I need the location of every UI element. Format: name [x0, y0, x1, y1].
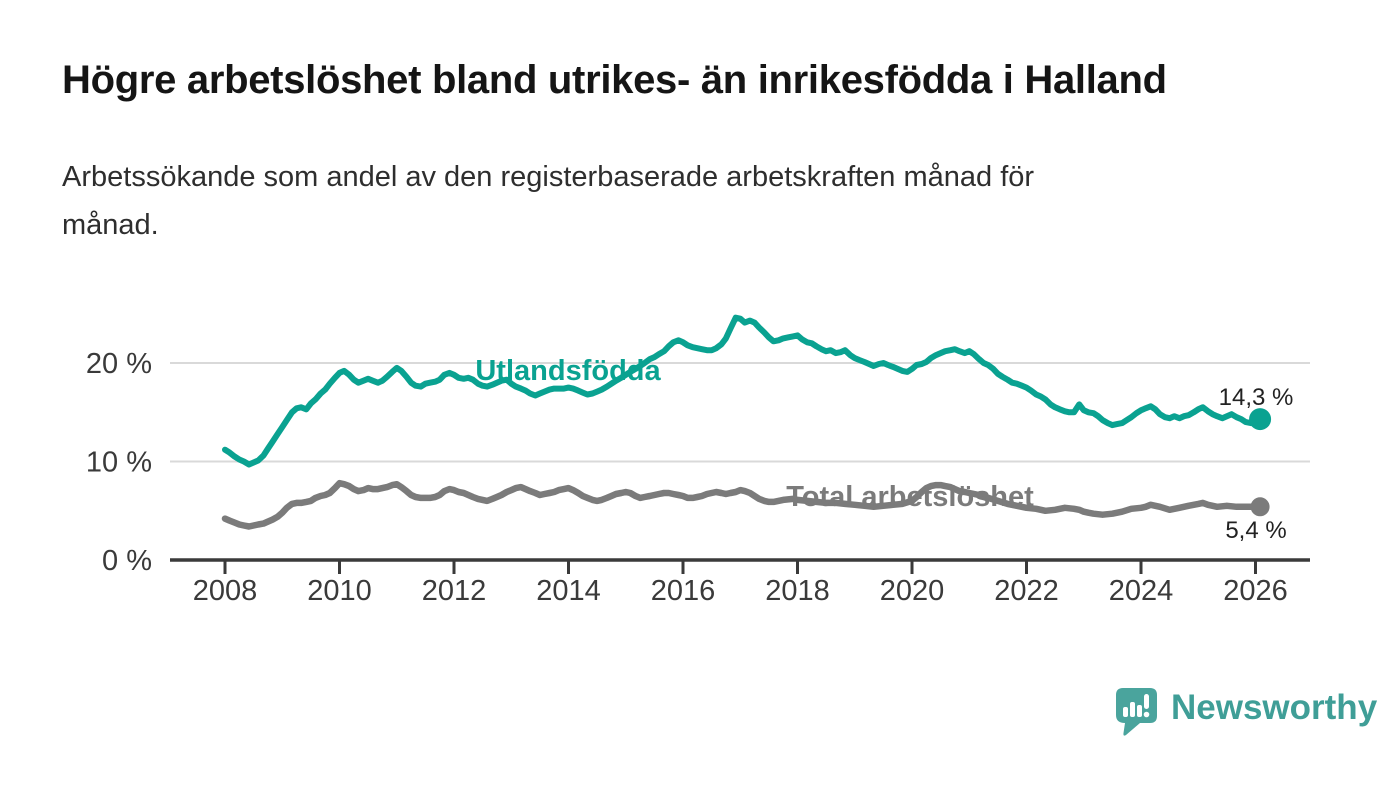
series-label-total: Total arbetslöshet: [786, 481, 1034, 513]
x-tick-label: 2014: [536, 575, 601, 607]
newsworthy-logo: Newsworthy: [1116, 688, 1377, 740]
series-end-dot-utlandsfodda: [1249, 408, 1272, 431]
x-tick-label: 2008: [193, 575, 258, 607]
series-end-value-utlandsfodda: 14,3 %: [1219, 384, 1294, 411]
y-tick-label: 10 %: [86, 447, 152, 479]
series-line-total: [221, 479, 1264, 530]
y-tick-label: 0 %: [102, 545, 152, 577]
x-tick-label: 2016: [651, 575, 716, 607]
newsworthy-logo-text: Newsworthy: [1171, 688, 1378, 727]
x-tick-label: 2018: [765, 575, 830, 607]
x-tick-label: 2026: [1223, 575, 1288, 607]
chart-subtitle: Arbetssökande som andel av den registerb…: [62, 153, 1034, 249]
series-label-utlandsfodda: Utlandsfödda: [475, 355, 661, 387]
x-tick-label: 2020: [880, 575, 945, 607]
y-tick-label: 20 %: [86, 348, 152, 380]
series-end-value-total: 5,4 %: [1225, 517, 1286, 544]
chart-subtitle-line-2: månad.: [62, 209, 159, 241]
chart-title: Högre arbetslöshet bland utrikes- än inr…: [62, 58, 1167, 102]
x-tick-label: 2024: [1109, 575, 1174, 607]
series-line-utlandsfodda: [222, 314, 1264, 468]
x-tick-label: 2022: [994, 575, 1059, 607]
chart-subtitle-line-1: Arbetssökande som andel av den registerb…: [62, 161, 1035, 193]
x-tick-label: 2010: [307, 575, 372, 607]
bar-chart-speech-bubble-icon: [1116, 688, 1157, 736]
series-end-dot-total: [1250, 497, 1270, 517]
x-tick-label: 2012: [422, 575, 487, 607]
